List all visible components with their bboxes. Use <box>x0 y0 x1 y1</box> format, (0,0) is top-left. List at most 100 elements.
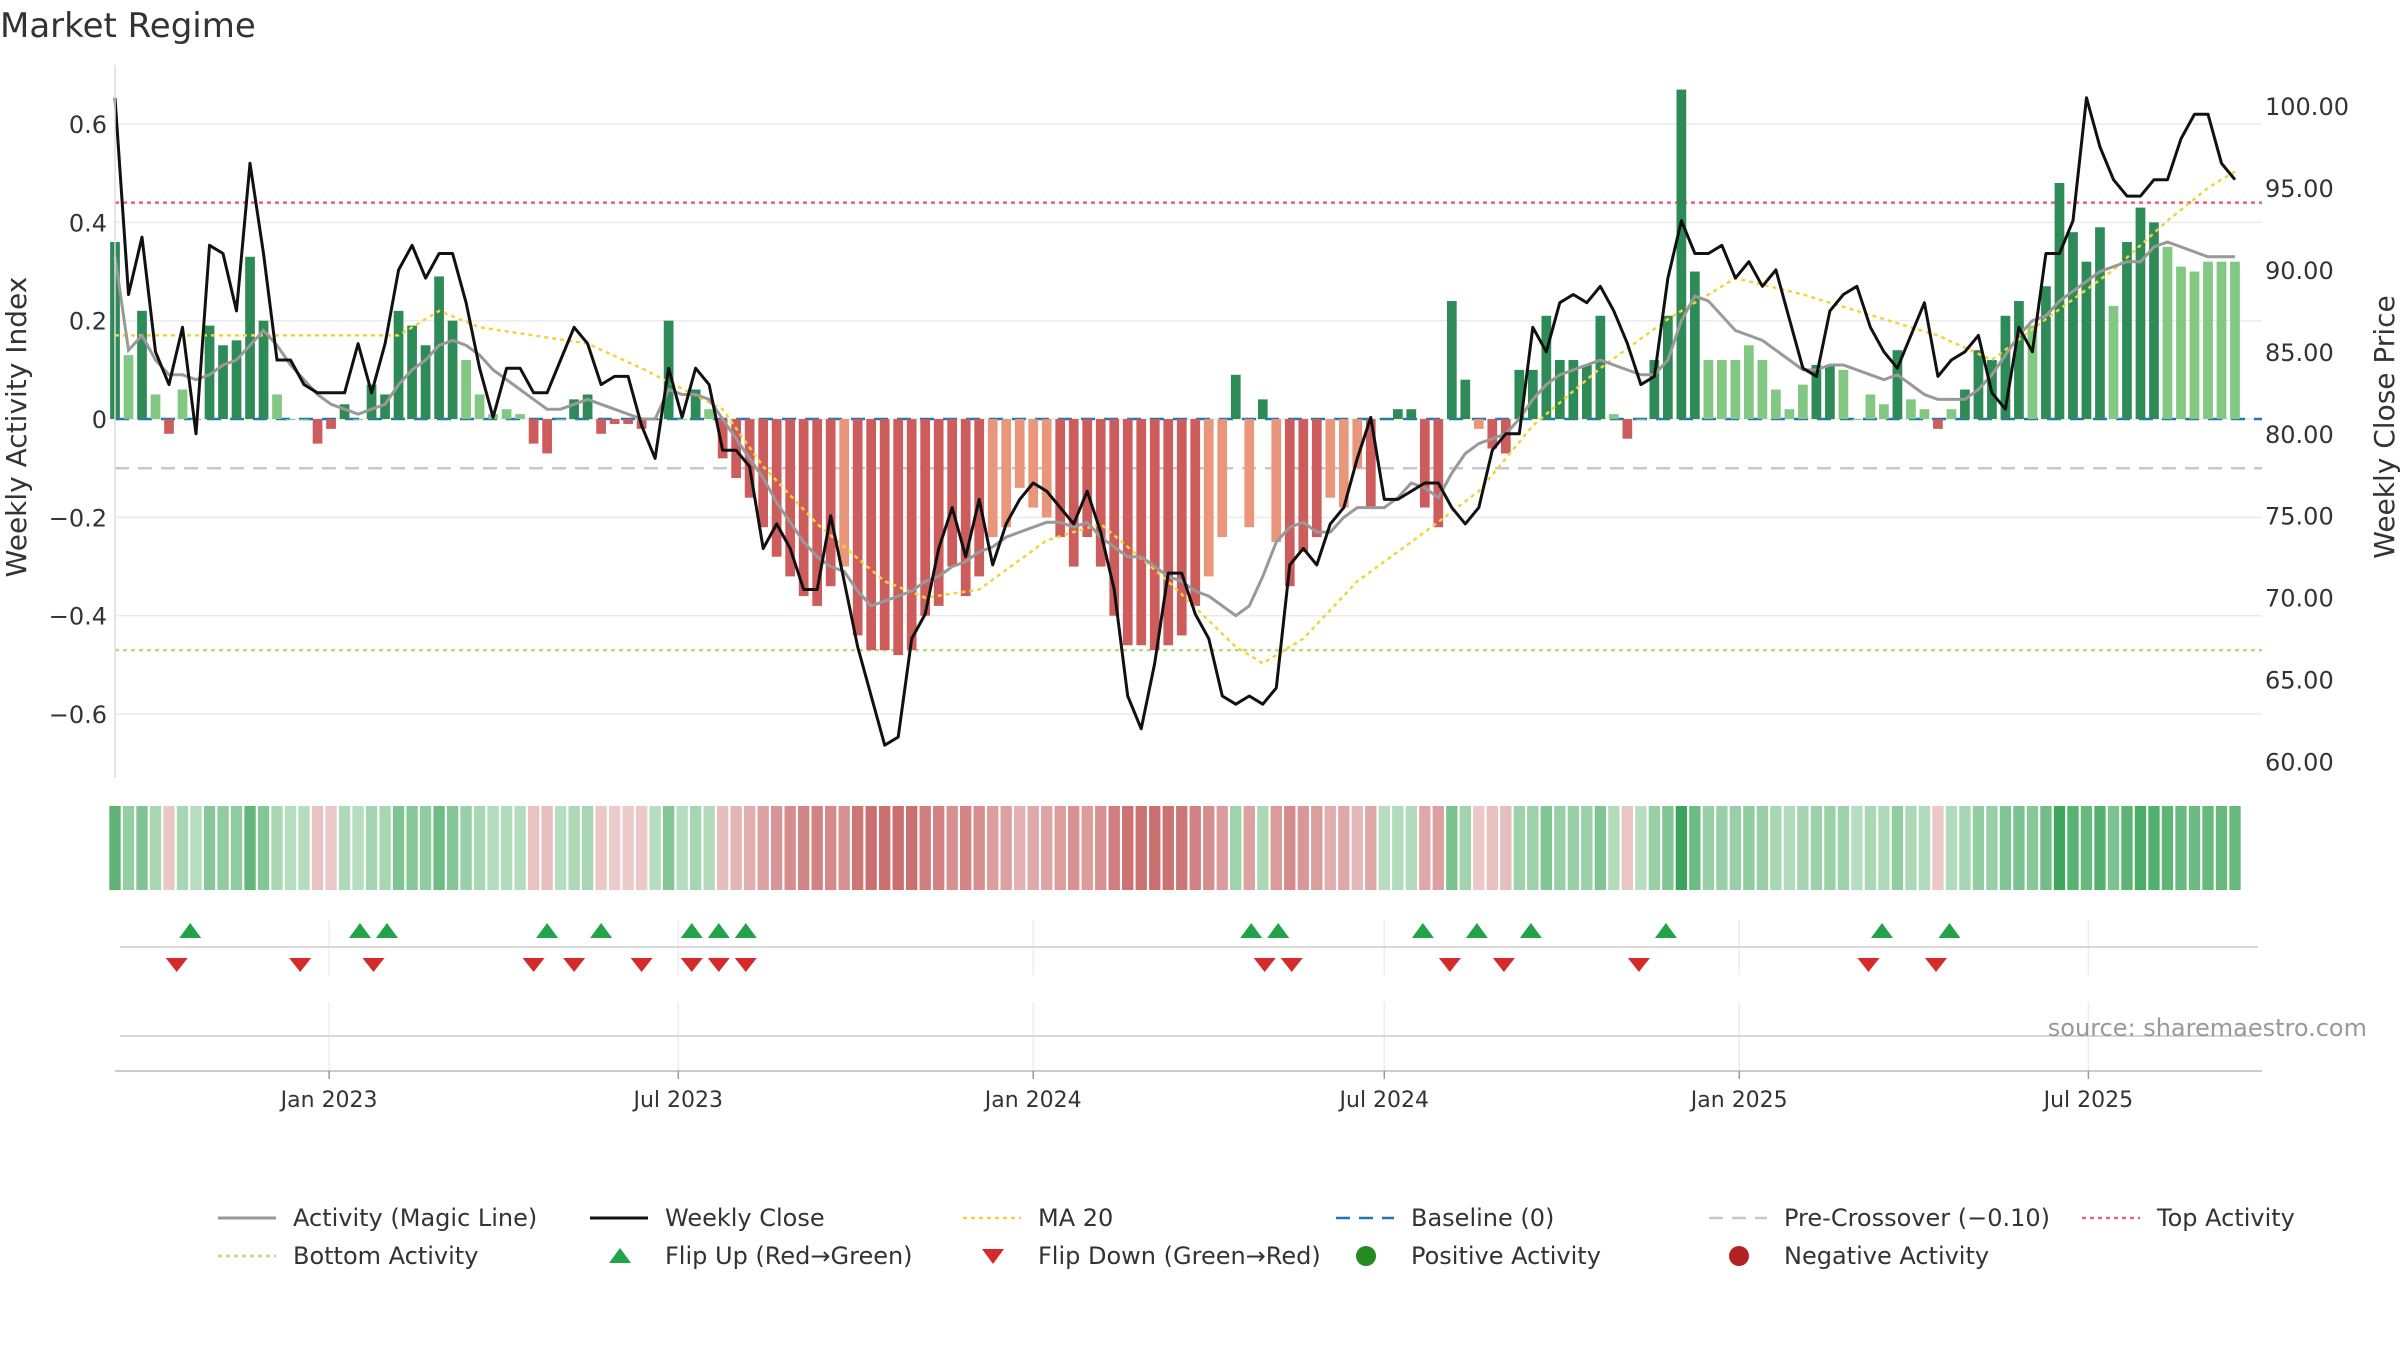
ma20-line <box>115 170 2236 665</box>
activity-heat-strip <box>109 806 2241 890</box>
heat-strip-cell <box>1554 806 1566 890</box>
activity-bar <box>218 345 228 420</box>
heat-strip-cell <box>1716 806 1728 890</box>
activity-bar <box>1825 364 1835 420</box>
magic-line <box>113 240 2235 618</box>
flip-down-marker <box>680 958 703 972</box>
activity-bar <box>407 325 417 420</box>
flip-down-marker <box>1438 958 1461 972</box>
heat-strip-cell <box>473 806 486 890</box>
heat-strip-cell <box>1432 806 1444 890</box>
legend-swatch <box>1729 1246 1749 1266</box>
legend-label: Pre-Crossover (−0.10) <box>1784 1204 2050 1232</box>
heat-strip-cell <box>2175 806 2187 890</box>
heat-strip-cell <box>136 806 148 890</box>
heat-strip-cell <box>1149 806 1161 890</box>
heat-strip-cell <box>352 806 364 890</box>
activity-bar <box>2081 261 2092 420</box>
activity-bar <box>974 419 985 577</box>
x-tick-label: Jan 2024 <box>983 1088 1082 1113</box>
activity-bar <box>2000 315 2011 420</box>
left-tick-label: −0.6 <box>49 701 107 729</box>
activity-bar <box>420 345 431 420</box>
heat-strip-cell <box>271 806 283 890</box>
activity-bar <box>1109 419 1120 616</box>
heat-strip-cell <box>2107 806 2120 890</box>
heat-strip-cell <box>906 806 918 890</box>
activity-bar <box>447 320 458 420</box>
heat-strip-cell <box>1365 806 1377 890</box>
right-tick-label: 95.00 <box>2265 175 2334 203</box>
activity-bar <box>1379 419 1390 421</box>
activity-bar <box>1041 419 1052 518</box>
activity-bar <box>312 419 323 444</box>
heat-strip-cell <box>1189 806 1201 890</box>
x-tick-label: Jul 2023 <box>632 1088 724 1113</box>
activity-bar <box>893 419 904 656</box>
heat-strip-cell <box>433 806 445 890</box>
activity-bar <box>1082 419 1093 538</box>
flip-up-marker <box>1519 923 1542 938</box>
flip-down-marker <box>707 958 730 972</box>
activity-bar <box>461 360 471 420</box>
heat-strip-cell <box>1729 806 1742 890</box>
flip-up-marker <box>536 923 559 938</box>
activity-bar <box>177 389 188 420</box>
activity-bar <box>1284 419 1295 587</box>
legend-label: Weekly Close <box>665 1204 825 1232</box>
activity-bar <box>339 404 350 420</box>
activity-bar <box>758 419 769 528</box>
activity-bar <box>1190 419 1201 606</box>
flip-up-marker <box>1654 923 1677 938</box>
activity-bar <box>1217 419 1228 538</box>
activity-bar <box>582 394 593 420</box>
flip-down-marker <box>630 958 653 972</box>
heat-strip-cell <box>1068 806 1080 890</box>
x-tick-label: Jul 2024 <box>1338 1088 1430 1113</box>
activity-bar <box>1703 360 1714 420</box>
heat-strip-cell <box>1743 806 1755 890</box>
heat-strip-cell <box>419 806 432 890</box>
heat-strip-cell <box>608 806 621 890</box>
heat-strip-cell <box>716 806 729 890</box>
activity-bar <box>258 320 269 420</box>
heat-strip-cell <box>838 806 850 890</box>
heat-strip-cell <box>1203 806 1215 890</box>
heat-strip-cell <box>230 806 243 890</box>
heat-strip-cell <box>392 806 405 890</box>
activity-bar <box>825 419 836 587</box>
heat-strip-cell <box>1918 806 1931 890</box>
heat-strip-cell <box>1608 806 1620 890</box>
heat-strip-cell <box>797 806 810 890</box>
heat-strip-cell <box>1095 806 1107 890</box>
activity-bar <box>1946 409 1957 420</box>
activity-bar <box>947 419 958 567</box>
heat-strip-cell <box>1014 806 1026 890</box>
activity-bar <box>528 419 539 444</box>
heat-strip-cell <box>1405 806 1417 890</box>
heat-strip-cell <box>1311 806 1323 890</box>
activity-bar <box>1919 409 1930 420</box>
heat-strip-cell <box>946 806 958 890</box>
activity-bar <box>596 419 606 434</box>
heat-strip-cell <box>581 806 594 890</box>
right-tick-label: 90.00 <box>2265 257 2334 285</box>
activity-bar <box>272 394 282 420</box>
activity-bar <box>771 419 782 557</box>
heat-strip-cell <box>190 806 202 890</box>
heat-strip-cell <box>1162 806 1174 890</box>
heat-strip-cell <box>217 806 229 890</box>
heat-strip-cell <box>527 806 540 890</box>
activity-bar <box>1419 419 1430 508</box>
heat-strip-cell <box>1041 806 1053 890</box>
activity-bar <box>1433 419 1444 528</box>
activity-bar <box>2135 207 2146 420</box>
heat-strip-cell <box>1122 806 1134 890</box>
activity-bar <box>1230 374 1241 420</box>
activity-bar <box>353 419 363 421</box>
activity-bar <box>2027 325 2038 420</box>
activity-bar <box>1879 404 1889 420</box>
activity-bar <box>1635 419 1646 421</box>
flip-down-marker <box>1627 958 1650 972</box>
